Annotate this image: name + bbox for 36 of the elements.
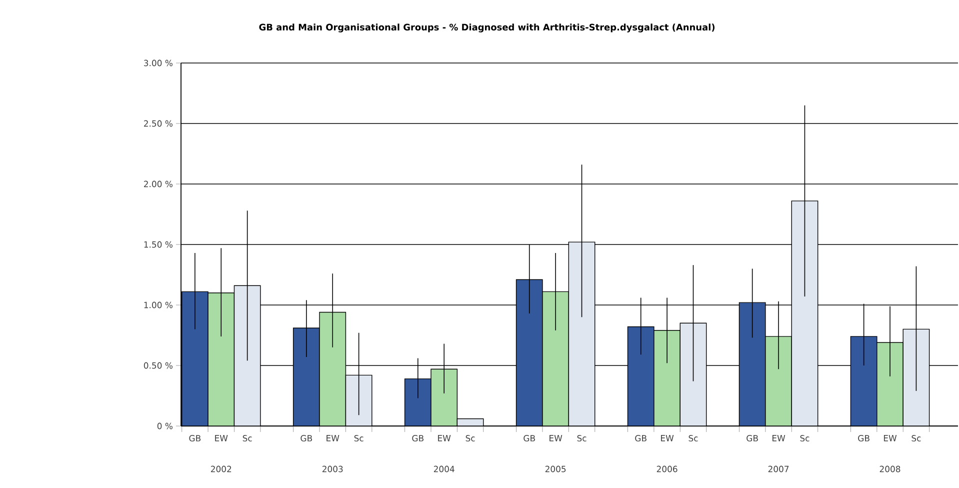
text: GB <box>300 435 312 442</box>
text: EW <box>326 435 340 442</box>
text: GB <box>858 435 870 442</box>
text: Sc <box>466 435 475 442</box>
text: Sc <box>688 435 698 442</box>
text: GB <box>635 435 646 442</box>
text: EW <box>438 435 451 442</box>
text: Sc <box>354 435 364 442</box>
text: EW <box>884 435 897 442</box>
text: GB <box>746 435 758 442</box>
x-tick-label: 2004 <box>434 466 454 472</box>
text: EW <box>550 435 562 442</box>
y-tick-label: 1.50 % <box>144 241 172 248</box>
y-tick-label: 0.50 % <box>144 362 172 369</box>
y-tick-label: 0 % <box>157 422 172 430</box>
text: GB <box>412 435 424 442</box>
x-tick-label: 2003 <box>322 466 343 472</box>
y-tick-label: 2.50 % <box>144 120 172 127</box>
text: GB <box>524 435 535 442</box>
y-tick-label: 2.00 % <box>144 180 172 188</box>
chart-title: GB and Main Organisational Groups - % Diagnosed with Arthritis-Strep.dysgalact (Annual) <box>259 24 715 32</box>
series-label: Sc <box>242 435 252 442</box>
legend-label: GB <box>189 435 201 442</box>
x-tick-label: 2006 <box>656 466 678 472</box>
x-tick-label: 2008 <box>880 466 900 472</box>
y-tick-label: 3.00 % <box>144 60 172 66</box>
text: EW <box>772 435 786 442</box>
text: Sc <box>577 435 586 442</box>
text: EW <box>661 435 674 442</box>
x-tick-label: 2005 <box>545 466 566 472</box>
x-tick-label: 2002 <box>210 466 232 472</box>
text: Sc <box>800 435 810 442</box>
y-tick-label: 1.00 % <box>144 302 172 308</box>
text: Sc <box>912 435 921 442</box>
x-tick-label: 2007 <box>768 466 789 472</box>
legend-label: EW <box>215 435 228 442</box>
